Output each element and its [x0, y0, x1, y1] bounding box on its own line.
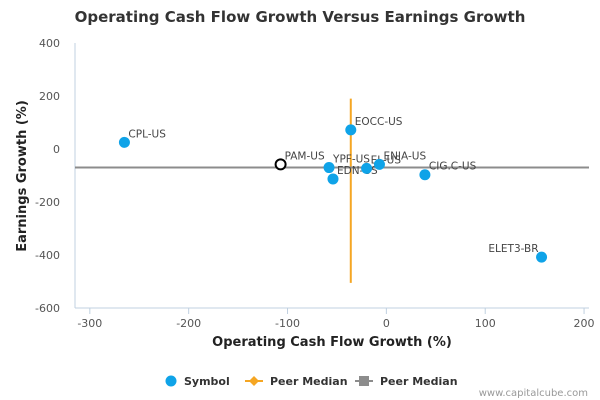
y-tick-label: 200 [39, 90, 60, 103]
point-eocc-us[interactable] [345, 124, 357, 136]
y-tick-label: 400 [39, 37, 60, 50]
legend-peer-median-ocf-label: Peer Median [270, 375, 348, 388]
x-tick-label: 100 [475, 317, 496, 330]
legend-item-symbol[interactable]: Symbol [165, 375, 230, 388]
y-tick-label: -200 [35, 196, 60, 209]
point-label-eocc-us: EOCC-US [355, 116, 403, 128]
x-tick-label: 0 [383, 317, 390, 330]
point-elet3-br[interactable] [536, 251, 548, 263]
point-label-edn-us: EDN-US [337, 165, 378, 177]
x-tick-label: 200 [574, 317, 595, 330]
y-ticks: -600 -400 -200 0 200 400 [35, 37, 60, 315]
legend-item-peer-median-eg[interactable]: Peer Median [355, 375, 458, 388]
point-enia-us[interactable] [373, 158, 385, 170]
legend-peer-median-eg-square [359, 376, 369, 386]
legend-peer-median-ocf-diamond [249, 376, 259, 386]
point-pam-us[interactable] [274, 158, 287, 171]
y-tick-label: -600 [35, 302, 60, 315]
point-cig-c-us[interactable] [419, 169, 431, 181]
x-tick-label: -100 [275, 317, 300, 330]
point-label-elet3-br: ELET3-BR [488, 243, 538, 255]
point-cpl-us[interactable] [118, 136, 130, 148]
point-label-ypf-us: YPF-US [332, 154, 370, 166]
y-tick-label: -400 [35, 249, 60, 262]
legend-peer-median-eg-label: Peer Median [380, 375, 458, 388]
legend-symbol-marker [165, 375, 177, 387]
point-label-pam-us: PAM-US [285, 150, 325, 162]
x-ticks: -300 -200 -100 0 100 200 [77, 308, 595, 330]
x-axis-title: Operating Cash Flow Growth (%) [212, 335, 452, 350]
point-label-enia-us: ENIA-US [383, 150, 426, 162]
point-el-us[interactable] [361, 162, 373, 174]
credit-text: www.capitalcube.com [479, 388, 588, 399]
legend-item-peer-median-ocf[interactable]: Peer Median [245, 375, 348, 388]
point-label-cig-c-us: CIG.C-US [429, 161, 477, 173]
y-axis-title: Earnings Growth (%) [15, 100, 30, 252]
y-tick-label: 0 [53, 143, 60, 156]
plot-area: -300 -200 -100 0 100 200 -600-400-2000200400 … [35, 37, 595, 330]
chart-title: Operating Cash Flow Growth Versus Earnin… [75, 8, 526, 26]
point-label-cpl-us: CPL-US [128, 128, 166, 140]
x-tick-label: -200 [176, 317, 201, 330]
point-edn-us[interactable] [327, 173, 339, 185]
legend[interactable]: Symbol Peer Median Peer Median [165, 375, 458, 388]
point-ypf-us[interactable] [323, 162, 335, 174]
legend-symbol-label: Symbol [184, 375, 230, 388]
x-tick-label: -300 [77, 317, 102, 330]
